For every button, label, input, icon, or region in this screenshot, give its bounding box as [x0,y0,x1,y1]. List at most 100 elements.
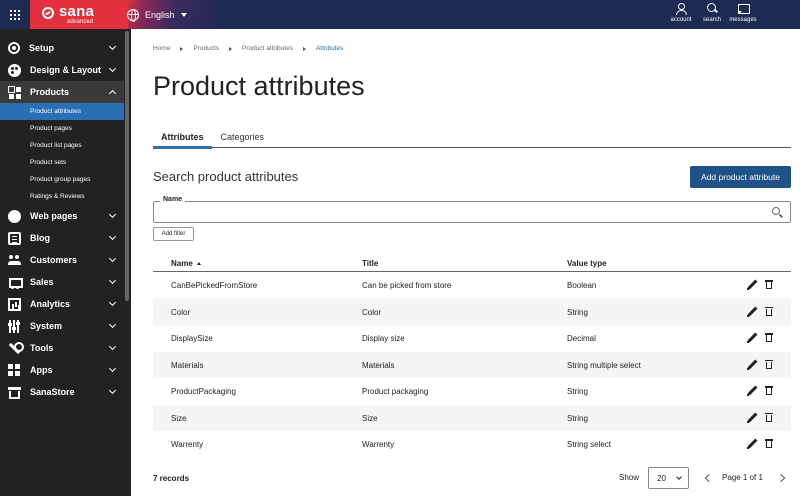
sana-logo[interactable]: sana advanced [30,0,128,29]
edit-pencil-icon[interactable] [747,280,757,290]
sidebar-item-label: Web pages [30,211,78,221]
language-selector[interactable]: English [127,0,187,29]
sidebar-subitem-product-pages[interactable]: Product pages [30,125,72,132]
main-content: Home Products Product attributes Attribu… [131,29,800,496]
sidebar-item-tools[interactable]: Tools [0,337,124,359]
sana-logo-mark-icon [42,7,54,19]
search-icon[interactable] [772,207,783,218]
column-header-title[interactable]: Title [362,259,379,268]
sidebar-subitem-product-sets[interactable]: Product sets [30,159,67,166]
page-size-label: Show [619,473,640,482]
breadcrumb-separator-icon [302,46,306,51]
chevron-down-icon [108,210,117,219]
chevron-down-icon [108,42,117,51]
cell-title: Warrenty [362,440,395,449]
search-icon [705,2,719,16]
table-row[interactable]: Materials Materials String multiple sele… [153,351,791,378]
table-row[interactable]: Color Color String [153,298,791,325]
attributes-table: Name Title Value type CanBePickedFromSto… [153,255,791,458]
sidebar-item-system[interactable]: System [0,315,124,337]
breadcrumb-home[interactable]: Home [153,45,171,52]
sidebar-item-label: Products [30,87,70,97]
tab-bar: Attributes Categories [153,132,791,149]
previous-page-button[interactable] [703,473,713,483]
edit-pencil-icon[interactable] [747,386,757,396]
edit-pencil-icon[interactable] [747,333,757,343]
cell-title: Size [362,413,378,423]
column-header-name[interactable]: Name [171,259,201,268]
delete-trash-icon[interactable] [765,412,773,423]
breadcrumb-attributes: Attributes [315,45,344,52]
breadcrumb-product-attributes[interactable]: Product attributes [242,45,293,52]
next-page-button[interactable] [778,473,788,483]
page-size-value: 20 [657,473,666,483]
table-row[interactable]: DisplaySize Display size Decimal [153,325,791,352]
account-icon [674,2,688,16]
sidebar-item-customers[interactable]: Customers [0,249,124,271]
messages-icon [736,2,750,16]
cell-name: ProductPackaging [171,387,236,396]
app-launcher-button[interactable] [0,0,30,29]
delete-trash-icon[interactable] [765,280,773,290]
sidebar-item-apps[interactable]: Apps [0,359,124,381]
sidebar-item-web-pages[interactable]: Web pages [0,205,124,227]
cell-value-type: String multiple select [567,360,641,370]
account-button[interactable]: account [664,2,698,23]
tab-categories[interactable]: Categories [220,132,265,142]
app-grid-icon [10,9,20,20]
sidebar-subitem-product-attributes[interactable]: Product attributes [0,103,124,120]
delete-trash-icon[interactable] [765,306,773,317]
messages-label: messages [729,17,757,23]
sidebar-item-blog[interactable]: Blog [0,227,124,249]
page-size-select[interactable]: 20 [648,467,689,489]
sidebar-item-label: SanaStore [30,387,75,397]
tab-attributes[interactable]: Attributes [153,132,212,149]
table-header: Name Title Value type [153,255,791,272]
chevron-down-icon [108,342,117,351]
table-row[interactable]: ProductPackaging Product packaging Strin… [153,378,791,405]
delete-trash-icon[interactable] [765,439,773,449]
caret-down-icon [180,12,187,17]
delete-trash-icon[interactable] [765,333,773,343]
sidebar-subitem-product-list-pages[interactable]: Product list pages [30,142,82,149]
delete-trash-icon[interactable] [765,359,773,370]
cell-value-type: String [567,307,588,317]
sort-ascending-icon [196,262,201,265]
chevron-down-icon [108,320,117,329]
globe-icon [127,8,139,22]
breadcrumb: Home Products Product attributes Attribu… [153,45,343,52]
sidebar-subitem-ratings-reviews[interactable]: Ratings & Reviews [30,193,85,200]
edit-pencil-icon[interactable] [747,307,757,317]
breadcrumb-products[interactable]: Products [193,45,219,52]
search-button[interactable]: search [695,2,729,23]
delete-trash-icon[interactable] [765,386,773,396]
edit-pencil-icon[interactable] [747,360,757,370]
edit-pencil-icon[interactable] [747,413,757,423]
sidebar-item-analytics[interactable]: Analytics [0,293,124,315]
page-title: Product attributes [153,71,365,101]
sidebar-scrollbar[interactable] [125,31,129,301]
edit-pencil-icon[interactable] [747,439,757,449]
column-header-value-type[interactable]: Value type [567,259,607,268]
table-row[interactable]: Warrenty Warrenty String select [153,431,791,458]
cart-icon [8,276,23,289]
table-row[interactable]: CanBePickedFromStore Can be picked from … [153,272,791,299]
cell-name: Size [171,413,187,423]
add-product-attribute-button[interactable]: Add product attribute [690,166,791,188]
grid-icon [8,85,21,99]
table-row[interactable]: Size Size String [153,404,791,431]
name-search-input[interactable] [158,204,758,220]
add-filter-button[interactable]: Add filter [153,227,194,241]
cell-title: Display size [362,334,405,343]
messages-button[interactable]: messages [726,2,760,23]
sidebar-item-setup[interactable]: Setup [0,37,124,59]
sidebar-item-label: Analytics [30,299,71,309]
cell-value-type: String select [567,440,612,449]
sidebar-item-design-layout[interactable]: Design & Layout [0,59,124,81]
sidebar-item-products[interactable]: Products [0,81,124,103]
sidebar-item-sales[interactable]: Sales [0,271,124,293]
cell-title: Can be picked from store [362,281,452,290]
sidebar-item-sanastore[interactable]: SanaStore [0,381,124,403]
chevron-down-icon [108,232,117,241]
sidebar-subitem-product-group-pages[interactable]: Product group pages [30,176,91,183]
